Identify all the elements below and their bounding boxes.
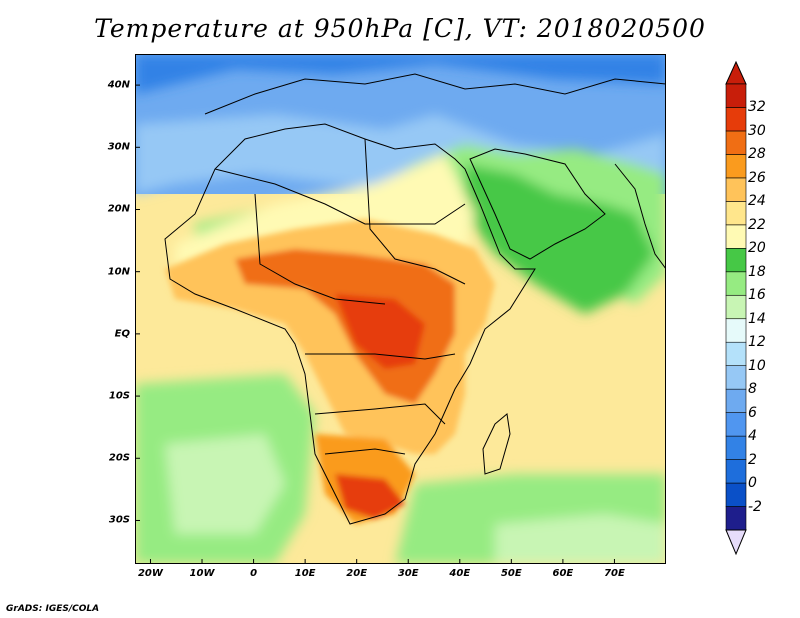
field-arabia-green	[465, 164, 655, 314]
colorbar-swatch	[725, 341, 747, 366]
colorbar-swatch	[725, 248, 747, 273]
lon-tick-label: 70E	[604, 568, 625, 579]
field-north-deep	[135, 54, 666, 94]
colorbar-level-label: 0	[748, 475, 757, 492]
colorbar-level-label: 22	[748, 216, 766, 233]
europe-coastline	[204, 73, 666, 115]
colorbar-swatch	[725, 412, 747, 437]
colorbar-swatch	[725, 130, 747, 155]
border-1	[214, 168, 466, 225]
lat-tick-label: 10S	[108, 390, 130, 402]
map-canvas	[135, 54, 666, 564]
field-south-africa-red	[335, 474, 405, 519]
colorbar-swatch	[725, 294, 747, 320]
axis-ticks	[135, 84, 615, 564]
field-southeast-light	[495, 514, 666, 564]
colorbar-swatch	[725, 388, 747, 413]
lon-tick-label: 10W	[189, 568, 215, 579]
field-med-green	[195, 144, 666, 304]
colorbar	[725, 60, 747, 556]
colorbar-swatch	[725, 201, 747, 226]
map-title: Temperature at 950hPa [C], VT: 201802050…	[94, 14, 706, 43]
colorbar-level-label: -2	[748, 498, 762, 515]
colorbar-swatch	[725, 318, 747, 343]
coastlines	[164, 73, 666, 525]
colorbar-level-label: 8	[748, 381, 757, 398]
border-4	[305, 353, 456, 360]
colorbar-level-label: 14	[748, 310, 766, 327]
africa-coastline	[164, 123, 536, 525]
colorbar-max-arrow	[725, 60, 747, 85]
colorbar-level-label: 6	[748, 404, 757, 421]
lat-tick-label: 30S	[108, 514, 130, 526]
colorbar-level-label: 18	[748, 263, 766, 280]
colorbar-swatch	[725, 224, 747, 249]
lon-tick-label: 0	[250, 568, 258, 579]
colorbar-level-label: 30	[748, 122, 766, 139]
field-south-light	[165, 434, 285, 534]
border-3	[364, 138, 466, 285]
lat-tick-label: 20S	[108, 452, 130, 464]
colorbar-swatch	[725, 177, 747, 202]
colorbar-swatch	[725, 435, 747, 460]
colorbar-level-label: 28	[748, 146, 766, 163]
colorbar-level-label: 26	[748, 169, 766, 186]
colorbar-swatch	[725, 506, 747, 531]
border-2	[254, 193, 386, 305]
colorbar-swatch	[725, 459, 747, 484]
colorbar-swatch	[725, 107, 747, 132]
field-hot-core	[335, 294, 425, 369]
lat-tick-label: 10N	[107, 266, 130, 278]
border-6	[324, 448, 406, 455]
colorbar-swatch	[725, 154, 747, 179]
grads-credit: GrADS: IGES/COLA	[6, 604, 100, 614]
colorbar-level-label: 12	[748, 334, 766, 351]
lat-tick-label: EQ	[114, 328, 130, 340]
lon-tick-label: 10E	[294, 568, 316, 579]
lon-tick-label: 30E	[397, 568, 419, 579]
lon-tick-label: 60E	[552, 568, 574, 579]
colorbar-level-label: 24	[748, 193, 766, 210]
colorbar-level-label: 32	[748, 99, 766, 116]
border-5	[314, 403, 446, 425]
colorbar-swatch	[725, 271, 747, 296]
colorbar-level-label: 10	[748, 357, 766, 374]
colorbar-level-label: 20	[748, 240, 766, 257]
colorbar-min-arrow	[725, 529, 747, 556]
temperature-map	[135, 54, 666, 564]
colorbar-swatch	[725, 83, 747, 108]
lat-tick-label: 30N	[107, 141, 130, 153]
lon-tick-label: 20W	[137, 568, 163, 579]
arabia-coastline	[469, 148, 606, 260]
lat-tick-label: 20N	[107, 203, 130, 215]
india-coastline	[614, 163, 666, 270]
colorbar-level-label: 2	[748, 451, 757, 468]
lat-tick-label: 40N	[107, 79, 130, 91]
madagascar-coastline	[482, 413, 511, 475]
lon-tick-label: 20E	[346, 568, 368, 579]
colorbar-level-label: 4	[748, 428, 757, 445]
lon-tick-label: 50E	[500, 568, 522, 579]
colorbar-swatch	[725, 482, 747, 507]
colorbar-level-label: 16	[748, 287, 766, 304]
colorbar-swatch	[725, 365, 747, 390]
lon-tick-label: 40E	[449, 568, 471, 579]
